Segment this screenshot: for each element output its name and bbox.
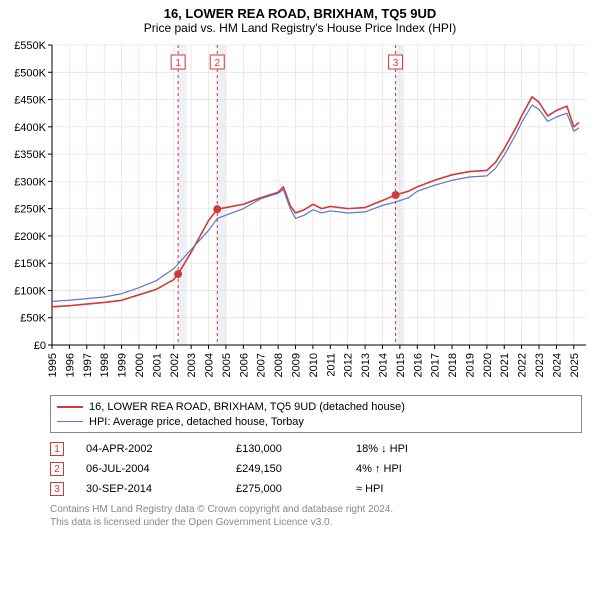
svg-text:2008: 2008 [273, 353, 285, 377]
svg-text:2000: 2000 [134, 353, 146, 377]
sale-price: £130,000 [236, 443, 356, 455]
svg-text:2002: 2002 [169, 353, 181, 377]
svg-text:£200K: £200K [14, 231, 46, 243]
svg-text:2013: 2013 [360, 353, 372, 377]
svg-text:2011: 2011 [325, 353, 337, 377]
svg-text:2022: 2022 [517, 353, 529, 377]
svg-text:£550K: £550K [14, 41, 46, 52]
svg-text:2001: 2001 [151, 353, 163, 377]
svg-text:1996: 1996 [64, 353, 76, 377]
svg-text:2014: 2014 [377, 353, 389, 377]
svg-text:1995: 1995 [47, 353, 59, 377]
svg-text:£250K: £250K [14, 204, 46, 216]
svg-text:1: 1 [175, 58, 181, 69]
sale-date: 30-SEP-2014 [86, 483, 236, 495]
svg-text:2004: 2004 [204, 353, 216, 377]
svg-text:2010: 2010 [308, 353, 320, 377]
svg-text:2019: 2019 [464, 353, 476, 377]
svg-text:£100K: £100K [14, 285, 46, 297]
svg-text:2020: 2020 [482, 353, 494, 377]
chart-title: 16, LOWER REA ROAD, BRIXHAM, TQ5 9UD [6, 6, 594, 21]
legend-label: HPI: Average price, detached house, Torb… [89, 416, 304, 428]
sale-marker: 2 [50, 462, 64, 476]
svg-text:2007: 2007 [256, 353, 268, 377]
sale-relative: ≈ HPI [356, 483, 476, 495]
svg-text:1998: 1998 [99, 353, 111, 377]
svg-text:2005: 2005 [221, 353, 233, 377]
svg-text:2025: 2025 [569, 353, 581, 377]
svg-text:£400K: £400K [14, 122, 46, 134]
svg-text:£150K: £150K [14, 258, 46, 270]
svg-text:2017: 2017 [430, 353, 442, 377]
legend-item: HPI: Average price, detached house, Torb… [57, 414, 575, 429]
svg-text:£300K: £300K [14, 176, 46, 188]
sale-date: 04-APR-2002 [86, 443, 236, 455]
sale-marker: 3 [50, 482, 64, 496]
svg-text:2018: 2018 [447, 353, 459, 377]
sale-price: £249,150 [236, 463, 356, 475]
sale-price: £275,000 [236, 483, 356, 495]
svg-text:2006: 2006 [238, 353, 250, 377]
sale-row: 1 04-APR-2002£130,00018% ↓ HPI [50, 439, 582, 459]
chart-subtitle: Price paid vs. HM Land Registry's House … [6, 21, 594, 35]
legend: 16, LOWER REA ROAD, BRIXHAM, TQ5 9UD (de… [50, 395, 582, 433]
sale-marker: 1 [50, 442, 64, 456]
sale-row: 2 06-JUL-2004£249,1504% ↑ HPI [50, 459, 582, 479]
svg-text:2023: 2023 [534, 353, 546, 377]
svg-text:1997: 1997 [82, 353, 94, 377]
svg-text:2012: 2012 [343, 353, 355, 377]
legend-item: 16, LOWER REA ROAD, BRIXHAM, TQ5 9UD (de… [57, 399, 575, 414]
svg-text:£500K: £500K [14, 67, 46, 79]
svg-text:2016: 2016 [412, 353, 424, 377]
sales-table: 1 04-APR-2002£130,00018% ↓ HPI 2 06-JUL-200… [50, 439, 582, 499]
svg-text:2024: 2024 [551, 353, 563, 377]
sale-date: 06-JUL-2004 [86, 463, 236, 475]
attribution: Contains HM Land Registry data © Crown c… [50, 503, 582, 529]
svg-text:2: 2 [214, 58, 220, 69]
legend-label: 16, LOWER REA ROAD, BRIXHAM, TQ5 9UD (de… [89, 401, 405, 413]
svg-text:2009: 2009 [291, 353, 303, 377]
svg-text:£50K: £50K [20, 313, 46, 325]
sale-relative: 18% ↓ HPI [356, 443, 476, 455]
svg-text:2021: 2021 [499, 353, 511, 377]
svg-text:1999: 1999 [117, 353, 129, 377]
svg-text:£350K: £350K [14, 149, 46, 161]
chart-area: £0 £50K £100K £150K £200K £250K £300K £350K £400… [6, 41, 594, 391]
svg-text:3: 3 [393, 58, 399, 69]
svg-text:£0: £0 [34, 340, 46, 352]
svg-text:£450K: £450K [14, 95, 46, 107]
sale-row: 3 30-SEP-2014£275,000≈ HPI [50, 479, 582, 499]
svg-text:2015: 2015 [395, 353, 407, 377]
legend-swatch [57, 421, 83, 422]
legend-swatch [57, 406, 83, 408]
sale-relative: 4% ↑ HPI [356, 463, 476, 475]
svg-text:2003: 2003 [186, 353, 198, 377]
